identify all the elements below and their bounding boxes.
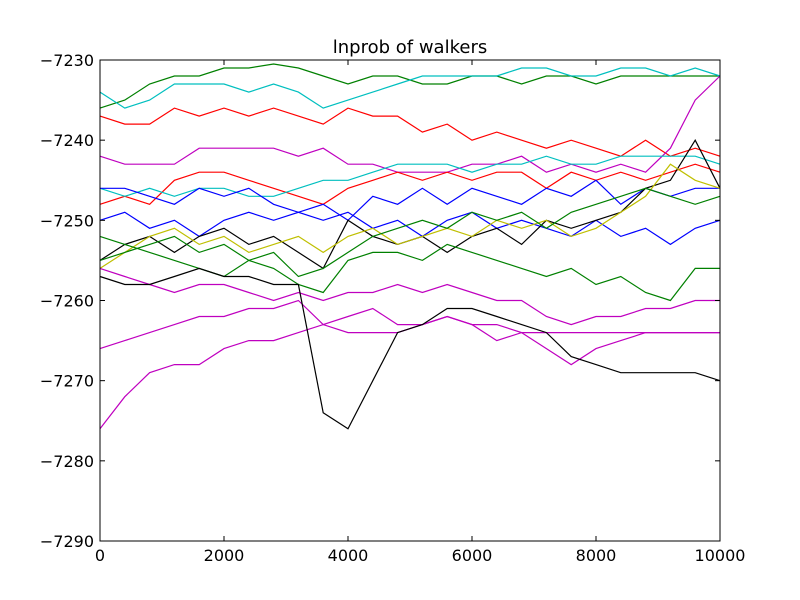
plot-frame [99, 59, 721, 542]
series-line-12 [99, 235, 720, 302]
series-line-5 [99, 163, 721, 205]
y-tick-label: −7230 [40, 51, 94, 70]
y-tick-label: −7240 [40, 131, 94, 150]
series-line-1 [99, 63, 720, 109]
series-line-14 [99, 299, 720, 366]
series-line-2 [99, 67, 721, 109]
series-line-6 [99, 155, 721, 197]
x-tick-label: 2000 [204, 546, 245, 565]
y-tick-label: −7260 [40, 292, 94, 311]
series-line-10 [99, 163, 721, 269]
chart-title: lnprob of walkers [333, 37, 487, 58]
y-tick-label: −7250 [40, 211, 94, 230]
series-line-13 [99, 267, 720, 326]
series-line-16 [99, 267, 721, 430]
series-line-9 [99, 138, 721, 270]
y-axis: −7230 −7240 −7250 −7260 −7270 −7280 −7290 [40, 51, 720, 551]
series-line-4 [99, 75, 721, 173]
x-tick-label: 4000 [328, 546, 369, 565]
series-line-11 [99, 187, 721, 278]
y-tick-label: −7280 [40, 452, 94, 471]
x-tick-label: 0 [95, 546, 105, 565]
y-tick-label: −7270 [40, 372, 94, 391]
y-tick-label: −7290 [40, 532, 94, 551]
x-axis: 0 2000 4000 6000 8000 10000 [95, 60, 746, 565]
x-tick-label: 10000 [695, 546, 746, 565]
series-layer [99, 63, 721, 430]
series-line-8 [99, 211, 721, 246]
x-tick-label: 6000 [452, 546, 493, 565]
series-line-7 [100, 179, 720, 222]
series-line-3 [99, 107, 721, 157]
x-tick-label: 8000 [576, 546, 617, 565]
